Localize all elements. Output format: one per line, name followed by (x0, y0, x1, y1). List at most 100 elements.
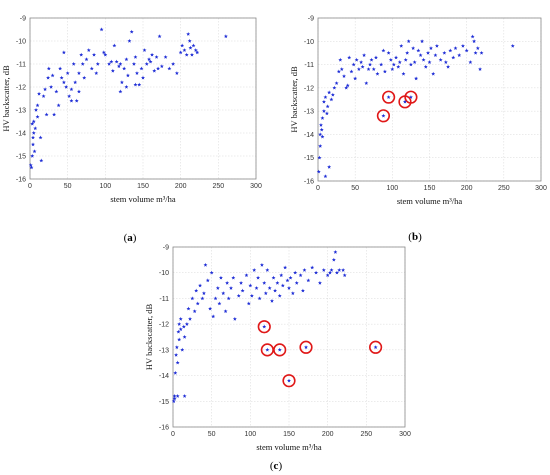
data-point (443, 60, 448, 64)
data-point (468, 60, 473, 64)
data-point (359, 60, 364, 64)
data-point (252, 268, 257, 272)
data-point (110, 68, 115, 73)
x-tick-label: 250 (498, 185, 510, 192)
data-point (414, 76, 419, 81)
data-point (176, 329, 181, 334)
data-point (386, 95, 391, 99)
y-tick-label: -15 (159, 399, 169, 406)
data-point (180, 347, 185, 352)
data-point (327, 90, 332, 95)
data-point (65, 71, 70, 75)
data-point (175, 360, 180, 365)
data-point (342, 74, 347, 78)
data-point (510, 43, 515, 48)
data-point (229, 286, 233, 290)
data-point (320, 134, 325, 139)
data-point (76, 89, 81, 94)
panel-letter: c (274, 460, 279, 472)
data-point (433, 53, 438, 57)
data-point (300, 288, 305, 293)
data-point (195, 301, 200, 306)
data-point (369, 57, 374, 62)
x-tick-label: 150 (137, 183, 149, 190)
data-point (265, 347, 270, 352)
data-point (211, 314, 216, 319)
data-point (254, 286, 259, 290)
data-point (381, 48, 386, 53)
data-point (249, 293, 254, 298)
x-tick-label: 200 (322, 431, 334, 438)
data-point (137, 82, 142, 87)
plot-frame (172, 246, 406, 428)
data-point (431, 71, 436, 76)
data-point (50, 73, 55, 78)
data-point (293, 270, 298, 275)
data-point (148, 59, 153, 64)
data-point (82, 75, 87, 80)
data-point (89, 66, 94, 71)
data-point (116, 64, 121, 68)
data-point (267, 286, 272, 290)
x-axis-title: stem volume m³/ha (256, 442, 322, 452)
data-point (178, 316, 183, 321)
data-point (397, 60, 402, 64)
data-point (175, 394, 180, 398)
chart-panel-c: 0 50 100 150 200 250 300 -9 -10 -11 -12 -13 -14 -15 -1… (144, 245, 411, 473)
data-point (94, 71, 99, 75)
data-point (129, 29, 134, 34)
data-point (423, 64, 428, 69)
data-point (61, 80, 66, 85)
data-point (194, 288, 199, 293)
y-axis-title: HV backscatter, dB (289, 66, 299, 133)
data-point (324, 111, 329, 116)
data-point (280, 283, 285, 288)
data-point (41, 94, 46, 98)
data-point (189, 52, 194, 57)
data-point (338, 57, 343, 62)
data-point (69, 87, 74, 91)
data-point (28, 163, 33, 167)
x-tick-label: 250 (360, 431, 372, 438)
panel-letter: a (127, 232, 133, 244)
data-point (46, 75, 51, 80)
data-point (418, 53, 423, 57)
panel-letter: b (412, 231, 418, 243)
data-point (323, 174, 328, 179)
data-point (29, 165, 34, 170)
data-point (124, 84, 129, 89)
x-tick-label: 150 (424, 185, 436, 192)
data-point (31, 119, 36, 124)
data-point (262, 324, 267, 329)
data-point (345, 83, 350, 88)
data-point (399, 43, 404, 48)
data-point (86, 48, 91, 52)
data-point (56, 103, 61, 108)
data-point (320, 116, 325, 120)
y-tick-label: -10 (304, 39, 314, 46)
data-point (79, 52, 84, 57)
highlight-circle (257, 320, 271, 334)
data-point (71, 61, 76, 66)
data-point (279, 273, 284, 277)
data-point (152, 68, 157, 73)
data-point (198, 283, 203, 288)
data-point (310, 265, 315, 270)
data-point (408, 95, 413, 99)
x-tick-label: 50 (208, 431, 216, 438)
data-point (177, 337, 182, 342)
data-point (223, 309, 228, 313)
data-point (317, 155, 322, 160)
data-point (80, 61, 85, 66)
data-point (35, 103, 40, 108)
data-point (334, 81, 339, 85)
x-tick-label: 0 (28, 183, 32, 190)
data-point (472, 39, 477, 43)
data-point (373, 345, 378, 349)
data-point (256, 275, 261, 280)
data-point (304, 345, 309, 349)
data-point (213, 296, 218, 301)
data-point (426, 50, 431, 55)
data-point (178, 50, 183, 55)
data-point (174, 71, 179, 75)
